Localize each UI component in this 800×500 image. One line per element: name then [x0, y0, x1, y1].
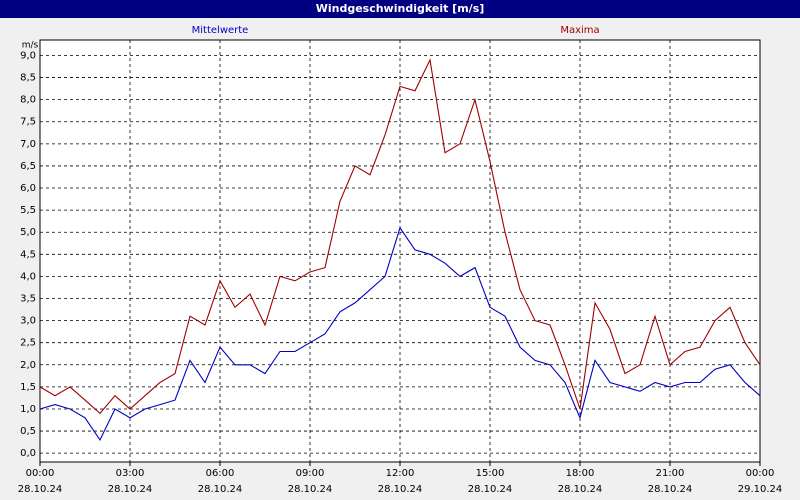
x-tick-label: 15:00: [476, 468, 505, 479]
x-tick-date: 28.10.24: [18, 484, 63, 495]
y-tick-label: 6,5: [20, 161, 36, 172]
x-tick-date: 28.10.24: [378, 484, 423, 495]
x-tick-date: 28.10.24: [198, 484, 243, 495]
y-tick-label: 0,0: [20, 448, 36, 459]
y-tick-label: 3,0: [20, 316, 36, 327]
y-tick-label: 2,0: [20, 360, 36, 371]
x-tick-label: 18:00: [566, 468, 595, 479]
chart-title: Windgeschwindigkeit [m/s]: [316, 2, 485, 15]
y-tick-label: 5,0: [20, 227, 36, 238]
y-tick-label: 7,0: [20, 139, 36, 150]
x-tick-label: 00:00: [746, 468, 775, 479]
y-tick-label: 4,5: [20, 249, 36, 260]
x-tick-label: 06:00: [206, 468, 235, 479]
legend-label: Maxima: [560, 25, 599, 36]
title-bar: [0, 0, 800, 18]
y-tick-label: 4,0: [20, 271, 36, 282]
y-unit: m/s: [22, 41, 39, 51]
y-tick-label: 9,0: [20, 50, 36, 61]
x-tick-label: 03:00: [116, 468, 145, 479]
x-tick-label: 12:00: [386, 468, 415, 479]
legend-label: Mittelwerte: [192, 25, 249, 36]
y-tick-label: 7,5: [20, 117, 36, 128]
x-tick-date: 28.10.24: [288, 484, 333, 495]
x-tick-date: 28.10.24: [108, 484, 153, 495]
y-tick-label: 8,0: [20, 95, 36, 106]
x-tick-label: 00:00: [26, 468, 55, 479]
y-tick-label: 6,0: [20, 183, 36, 194]
x-tick-date: 28.10.24: [558, 484, 603, 495]
x-tick-label: 09:00: [296, 468, 325, 479]
y-tick-label: 3,5: [20, 294, 36, 305]
y-tick-label: 2,5: [20, 338, 36, 349]
y-tick-label: 1,5: [20, 382, 36, 393]
series-line: [39, 226, 761, 441]
y-tick-label: 5,5: [20, 205, 36, 216]
x-tick-date: 28.10.24: [468, 484, 513, 495]
y-tick-label: 0,5: [20, 426, 36, 437]
x-tick-label: 21:00: [656, 468, 685, 479]
y-tick-label: 1,0: [20, 404, 36, 415]
x-tick-date: 29.10.24: [738, 484, 783, 495]
series-line: [39, 58, 761, 415]
y-tick-label: 8,5: [20, 73, 36, 84]
x-tick-date: 28.10.24: [648, 484, 693, 495]
